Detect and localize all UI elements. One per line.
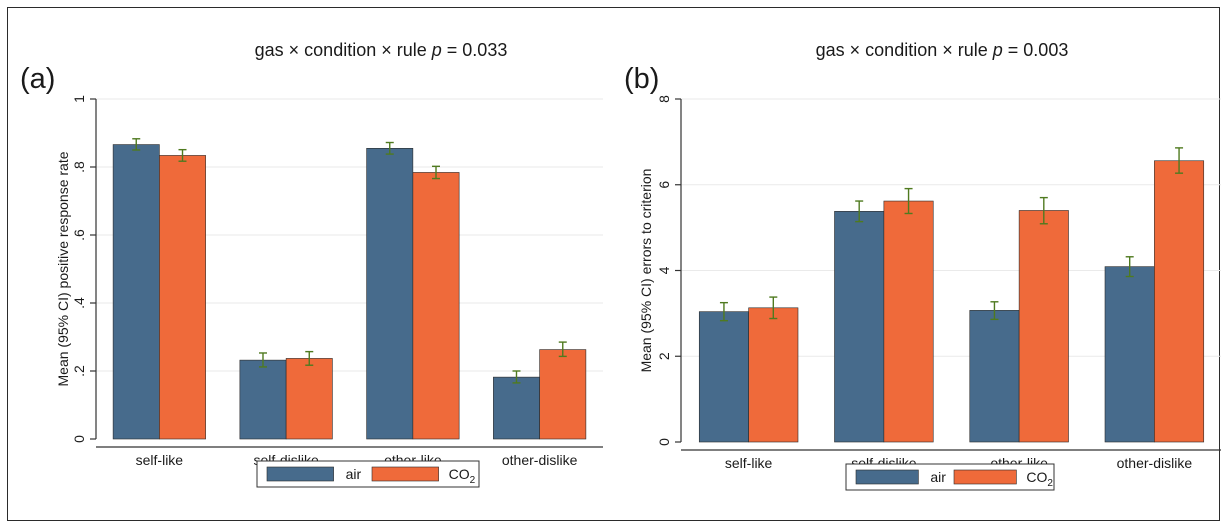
legend-co2-base: CO (449, 466, 470, 482)
bar-co2-other-like (413, 172, 459, 439)
bar-co2-self-like (159, 155, 205, 439)
chart-title-prefix: gas × condition × rule (255, 40, 432, 60)
legend-co2-base: CO (1026, 469, 1047, 485)
y-tick-label: 4 (656, 266, 672, 274)
bar-air-other-dislike (1105, 267, 1154, 442)
y-tick-label: 8 (656, 95, 672, 103)
chart-title: gas × condition × rule p = 0.003 (816, 40, 1069, 60)
y-tick-label: 0 (656, 438, 672, 446)
bar-co2-self-dislike (884, 201, 933, 442)
x-tick-label: self-like (136, 452, 184, 468)
y-tick-label: .6 (71, 229, 87, 241)
figure-canvas: gas × condition × rule p = 0.033 (a) 0 .2 .4… (8, 8, 1221, 522)
bar-air-self-like (113, 145, 159, 439)
panel-label: (b) (624, 63, 659, 95)
figure-frame: gas × condition × rule p = 0.033 (a) 0 .2 .4… (7, 7, 1220, 521)
bar-co2-other-dislike (540, 350, 586, 439)
chart-panel-b: gas × condition × rule p = 0.003 (b) 0 2 4 6 8… (624, 40, 1221, 490)
chart-title-suffix: = 0.033 (442, 40, 508, 60)
legend-co2-subscript: 2 (470, 475, 476, 486)
bar-air-self-dislike (835, 211, 884, 442)
chart-title-p: p (431, 40, 442, 60)
bar-air-self-like (699, 312, 748, 442)
legend-swatch-co2 (954, 470, 1016, 484)
legend-label-air: air (346, 466, 362, 482)
legend-swatch-air (856, 470, 918, 484)
bar-co2-other-dislike (1154, 161, 1203, 442)
y-tick-label: .8 (71, 161, 87, 173)
x-tick-label: self-like (725, 455, 773, 471)
y-tick-label: 1 (71, 95, 87, 103)
chart-title-prefix: gas × condition × rule (816, 40, 993, 60)
legend: air CO2 (257, 461, 479, 487)
bar-co2-self-like (749, 308, 798, 442)
x-tick-label: other-dislike (502, 452, 578, 468)
legend: air CO2 (846, 464, 1054, 490)
x-tick-label: other-dislike (1117, 455, 1193, 471)
bar-air-other-dislike (493, 377, 539, 439)
legend-co2-subscript: 2 (1047, 478, 1053, 489)
y-tick-label: .4 (71, 297, 87, 309)
y-axis-label: Mean (95% CI) errors to criterion (638, 169, 654, 373)
chart-title-suffix: = 0.003 (1003, 40, 1069, 60)
y-tick-label: .2 (71, 365, 87, 377)
bar-co2-other-like (1019, 210, 1068, 442)
chart-panel-a: gas × condition × rule p = 0.033 (a) 0 .2 .4… (20, 40, 603, 487)
y-tick-label: 0 (71, 435, 87, 443)
legend-swatch-air (267, 467, 334, 481)
bar-air-self-dislike (240, 360, 286, 439)
legend-label-air: air (930, 469, 946, 485)
y-axis-label: Mean (95% CI) positive response rate (55, 151, 71, 386)
chart-title-p: p (992, 40, 1003, 60)
chart-title: gas × condition × rule p = 0.033 (255, 40, 508, 60)
panel-label: (a) (20, 63, 55, 95)
y-tick-label: 2 (656, 352, 672, 360)
bar-air-other-like (970, 310, 1019, 442)
bar-co2-self-dislike (286, 358, 332, 439)
bar-air-other-like (367, 148, 413, 439)
y-tick-label: 6 (656, 181, 672, 189)
legend-swatch-co2 (372, 467, 439, 481)
